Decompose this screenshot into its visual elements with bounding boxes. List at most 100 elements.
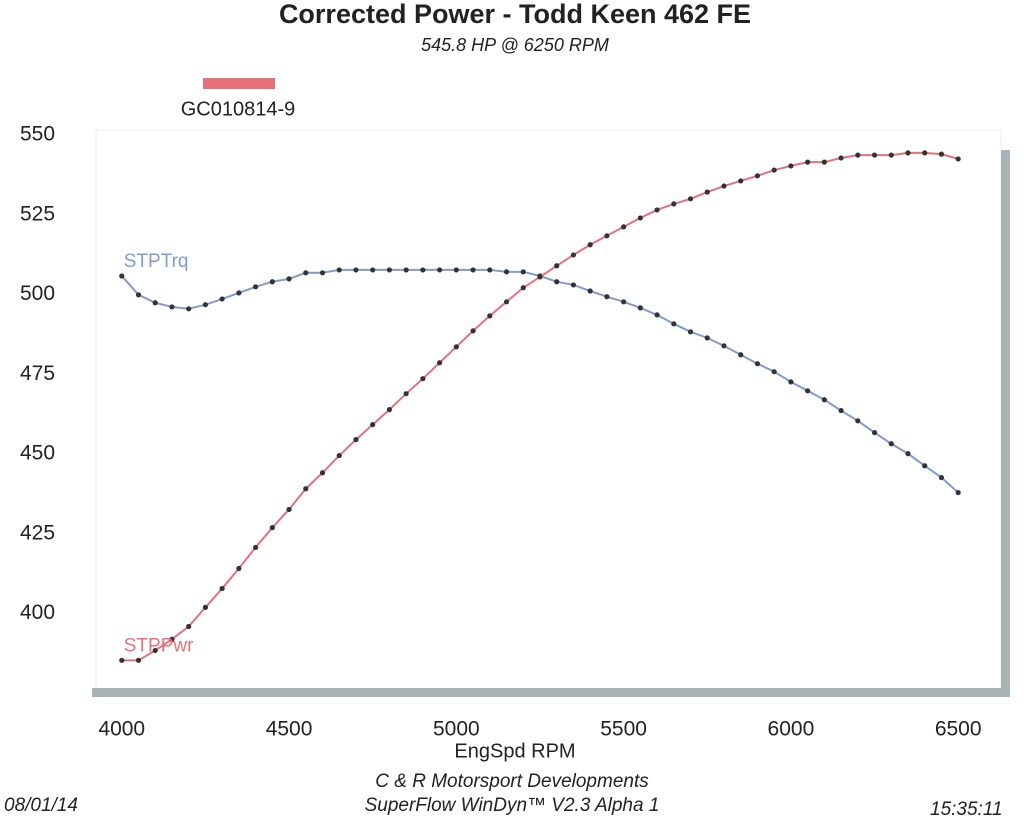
data-point: [135, 292, 142, 298]
data-point: [554, 279, 560, 285]
data-point: [487, 313, 493, 319]
data-point: [202, 302, 209, 308]
data-point: [905, 150, 911, 156]
data-point: [855, 418, 861, 424]
data-point: [420, 267, 426, 273]
data-point: [621, 224, 627, 230]
chart-title: Corrected Power - Todd Keen 462 FE: [279, 0, 751, 29]
data-point: [888, 152, 894, 158]
data-point: [437, 360, 443, 366]
data-point: [671, 321, 677, 327]
data-point: [453, 344, 459, 350]
data-point: [771, 167, 777, 173]
right-frame: [1001, 150, 1010, 697]
data-point: [286, 506, 292, 513]
data-point: [922, 463, 928, 469]
y-tick-label: 525: [20, 202, 55, 225]
x-tick-label: 6000: [768, 718, 815, 741]
data-point: [955, 489, 961, 496]
data-point: [570, 282, 577, 288]
x-tick-label: 5500: [600, 718, 647, 741]
data-point: [938, 151, 945, 157]
data-point: [821, 159, 827, 165]
data-point: [537, 274, 543, 280]
x-axis-label: EngSpd RPM: [454, 740, 575, 762]
data-point: [503, 269, 510, 275]
data-point: [286, 276, 292, 282]
footer-line: C & R Motorsport Developments: [375, 771, 649, 792]
data-point: [119, 657, 125, 663]
data-point: [236, 565, 242, 572]
data-point: [838, 407, 844, 414]
data-point: [336, 452, 342, 459]
x-tick-label: 4500: [266, 718, 313, 741]
data-point: [252, 544, 259, 551]
data-point: [353, 267, 359, 273]
data-point: [587, 288, 593, 294]
data-point: [671, 201, 677, 207]
data-point: [219, 296, 225, 302]
data-point: [186, 306, 192, 312]
data-point: [119, 273, 125, 279]
series-line: [121, 268, 959, 494]
data-point: [169, 636, 175, 642]
data-point: [604, 233, 610, 239]
data-point: [587, 242, 593, 248]
data-point: [687, 196, 694, 202]
y-tick-label: 450: [20, 442, 55, 465]
data-point: [754, 361, 761, 367]
y-tick-label: 425: [20, 521, 55, 544]
data-point: [135, 657, 142, 663]
data-point: [520, 285, 526, 291]
data-point: [420, 376, 426, 382]
series-label: STPPwr: [124, 635, 194, 656]
data-point: [788, 379, 794, 385]
data-point: [269, 279, 275, 285]
legend-swatch: [203, 78, 275, 89]
data-point: [771, 369, 777, 375]
data-point: [303, 270, 309, 276]
series-label: STPTrq: [124, 251, 189, 272]
x-tick-label: 5000: [433, 718, 480, 741]
data-point: [721, 343, 727, 349]
data-point: [403, 267, 409, 273]
y-tick-label: 475: [20, 362, 55, 385]
data-point: [269, 525, 275, 531]
data-point: [871, 429, 878, 436]
chart-subtitle: 545.8 HP @ 6250 RPM: [421, 35, 609, 55]
data-point: [152, 647, 158, 654]
data-point: [437, 267, 443, 273]
data-point: [754, 173, 761, 179]
data-point: [805, 159, 811, 165]
data-point: [487, 267, 493, 273]
data-point: [470, 267, 476, 273]
data-point: [386, 267, 393, 273]
y-tick-label: 500: [20, 282, 55, 305]
data-point: [637, 215, 643, 221]
data-point: [788, 163, 794, 169]
plot-area: [95, 129, 1002, 691]
data-point: [152, 300, 158, 306]
date: 08/01/14: [4, 795, 78, 816]
data-point: [905, 451, 911, 457]
data-point: [336, 267, 342, 273]
data-point: [453, 267, 459, 273]
data-point: [922, 150, 928, 156]
x-tick-label: 6500: [935, 718, 982, 741]
data-point: [169, 304, 175, 310]
y-tick-label: 400: [20, 601, 55, 624]
data-point: [621, 299, 627, 305]
data-point: [319, 270, 326, 276]
data-point: [470, 328, 476, 334]
data-point: [855, 152, 861, 158]
x-tick-label: 4000: [98, 718, 145, 741]
data-point: [805, 388, 811, 394]
data-point: [554, 263, 560, 269]
data-point: [370, 422, 376, 428]
data-point: [303, 486, 309, 492]
data-point: [704, 335, 710, 341]
data-point: [403, 391, 409, 397]
data-point: [838, 155, 844, 161]
data-point: [938, 474, 945, 481]
